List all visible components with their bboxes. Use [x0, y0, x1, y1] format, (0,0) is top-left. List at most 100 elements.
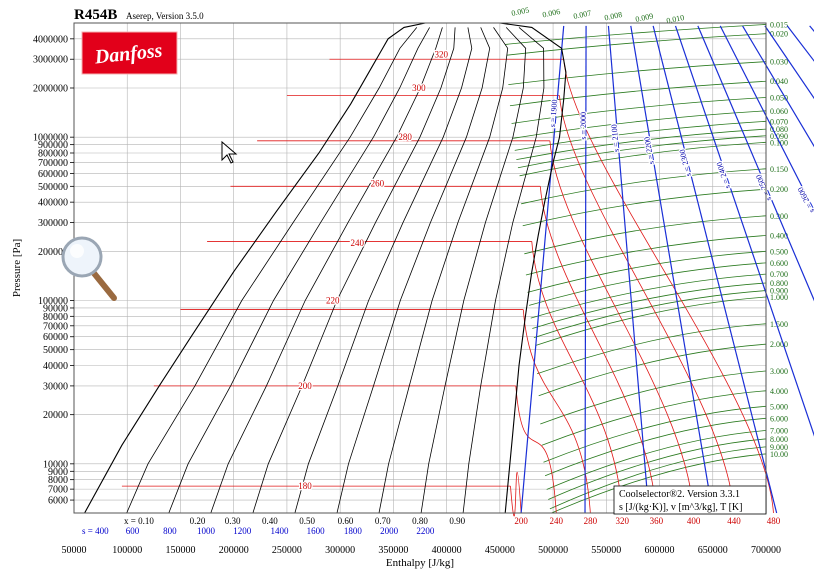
isotherm-vapor-curve [559, 95, 735, 514]
y-tick-label: 100000 [38, 296, 68, 307]
quality-line [336, 27, 491, 514]
y-tick-label: 20000 [43, 410, 68, 421]
isentrope-vapor-line [584, 25, 587, 514]
quality-line [168, 27, 430, 514]
mouse-cursor-icon [221, 140, 238, 164]
isochore-right-label: 0.900 [770, 287, 788, 296]
x-tick-label: 450000 [485, 545, 515, 556]
isentrope-vapor-line [652, 25, 778, 514]
isochore-right-label: 0.040 [770, 77, 788, 86]
isochore-line [544, 417, 767, 477]
isotherm-vapor-curve [549, 140, 695, 514]
isochore-right-label: 5.000 [770, 402, 788, 411]
isochore-top-label: 0.007 [573, 8, 592, 21]
quality-label: 0.60 [338, 516, 354, 526]
quality-line [378, 27, 509, 514]
y-tick-label: 70000 [43, 321, 68, 332]
x-axis-label: Enthalpy [J/kg] [386, 557, 454, 569]
y-tick-label: 800000 [38, 148, 68, 159]
quality-label: 0.50 [299, 516, 315, 526]
isentrope-vapor-line [630, 25, 714, 514]
entropy-bottom-label: 1800 [344, 526, 363, 536]
y-tick-label: 1000000 [33, 133, 68, 144]
isochore-right-label: 0.500 [770, 247, 788, 256]
isotherm-bottom-label: 480 [767, 516, 781, 526]
y-tick-label: 60000 [43, 332, 68, 343]
isochore-line [549, 446, 767, 510]
axes-layer: 50000 100000 150000 200000 250000 300000 35000… [33, 34, 781, 556]
isotherm-bottom-label: 280 [584, 516, 598, 526]
quality-label: 0.20 [190, 516, 206, 526]
entropy-bottom-label: 1600 [307, 526, 326, 536]
isochore-line [529, 262, 767, 306]
isotherm-layer: 200 240 280 320 360 400 440 480 [121, 58, 781, 526]
x-tick-label: 350000 [378, 545, 408, 556]
y-tick-label: 30000 [43, 381, 68, 392]
isentrope-vapor-line [697, 25, 814, 302]
isentrope-vapor-line [607, 25, 650, 514]
x-tick-label: 50000 [62, 545, 87, 556]
y-tick-label: 700000 [38, 158, 68, 169]
isochore-line [525, 235, 767, 276]
isochore-line [540, 370, 767, 425]
isotherm-label: 260 [371, 179, 385, 189]
isochore-line [548, 438, 767, 500]
y-tick-label: 7000 [48, 485, 68, 496]
isochore-line [509, 80, 767, 107]
isotherm-vapor-curve [563, 59, 774, 514]
isotherm-label: 220 [326, 295, 340, 305]
quality-layer [126, 27, 545, 514]
x-tick-label: 650000 [698, 545, 728, 556]
y-tick-label: 40000 [43, 361, 68, 372]
chart-subtitle: Aserep, Version 3.5.0 [126, 11, 204, 21]
isochore-right-label: 1.500 [770, 320, 788, 329]
isochore-right-label: 0.030 [770, 58, 788, 67]
y-tick-label: 300000 [38, 218, 68, 229]
zoom-magnifier-icon[interactable] [61, 236, 117, 301]
isotherm-label: 180 [298, 481, 312, 491]
isochore-right-label: 3.000 [770, 367, 788, 376]
isotherm-bottom-label: 440 [727, 516, 741, 526]
isochore-right-label: 0.700 [770, 270, 788, 279]
quality-line [294, 27, 473, 514]
quality-label: 0.40 [262, 516, 278, 526]
entropy-bottom-label: s = 400 [82, 526, 109, 536]
isochore-right-label: 0.600 [770, 259, 788, 268]
isochore-line [527, 250, 767, 293]
y-tick-label: 600000 [38, 169, 68, 180]
isentrope-vapor-line [520, 25, 565, 514]
isotherm-label: 240 [350, 238, 364, 248]
y-tick-label: 80000 [43, 312, 68, 323]
isotherm-bottom-label: 320 [616, 516, 630, 526]
quality-line [126, 27, 418, 514]
quality-label: x = 0.10 [124, 516, 154, 526]
isochore-right-label: 0.015 [770, 20, 788, 29]
isochore-line [521, 168, 767, 205]
x-tick-label: 400000 [432, 545, 462, 556]
isochore-right-label: 0.070 [770, 117, 788, 126]
isochore-line [517, 135, 767, 169]
isochore-right-label: 0.400 [770, 232, 788, 241]
isochore-line [522, 188, 767, 227]
isotherm-vapor-curve [515, 385, 557, 514]
y-tick-label: 400000 [38, 198, 68, 209]
isochore-line [536, 323, 767, 375]
y-tick-label: 10000 [43, 459, 68, 470]
isentrope-label: s = 1900 [548, 99, 559, 127]
x-tick-label: 150000 [165, 545, 195, 556]
quality-label: 0.30 [225, 516, 241, 526]
isochore-right-label: 0.800 [770, 279, 788, 288]
isentrope-label: s = 2100 [610, 124, 621, 152]
isochore-right-label: 0.060 [770, 107, 788, 116]
isochore-top-label: 0.009 [635, 11, 654, 24]
y-tick-label: 9000 [48, 467, 68, 478]
isotherm-label: 320 [435, 50, 449, 60]
quality-line [210, 27, 443, 514]
isochore-top-label: 0.005 [511, 5, 530, 18]
isochore-right-label: 0.080 [770, 125, 788, 134]
isochore-right-label: 1.000 [770, 293, 788, 302]
isochore-top-label: 0.006 [542, 7, 561, 20]
x-tick-label: 300000 [325, 545, 355, 556]
